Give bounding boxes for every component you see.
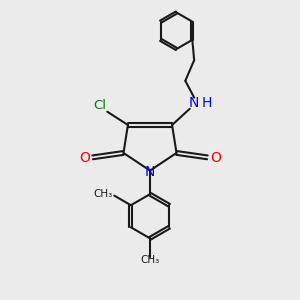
Text: CH₃: CH₃ [94,189,113,199]
Text: H: H [201,96,212,110]
Text: N: N [145,165,155,179]
Text: O: O [79,151,90,165]
Text: N: N [189,96,200,110]
Text: Cl: Cl [93,99,106,112]
Text: CH₃: CH₃ [140,255,160,266]
Text: O: O [210,151,221,165]
